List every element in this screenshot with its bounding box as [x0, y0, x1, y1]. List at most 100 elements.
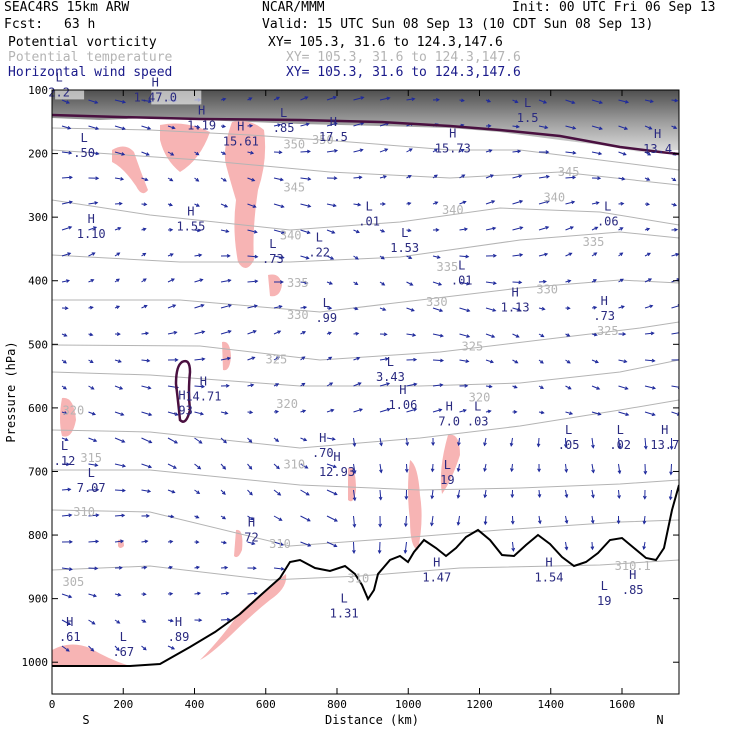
- wind-vector: [512, 359, 519, 364]
- wind-vector: [61, 645, 70, 652]
- wind-vector: [114, 201, 123, 206]
- wind-vector: [88, 513, 100, 518]
- y-tick-label: 300: [28, 211, 48, 224]
- extremum-value: .50: [73, 146, 95, 160]
- wind-vector: [644, 202, 651, 207]
- y-tick-label: 500: [28, 338, 48, 351]
- wind-vector: [247, 279, 259, 284]
- wind-vector: [141, 539, 149, 544]
- wind-vector: [644, 227, 651, 232]
- wind-vector: [194, 384, 206, 389]
- wind-vector: [485, 409, 492, 414]
- wind-vector: [88, 332, 94, 337]
- wind-vector: [247, 437, 253, 443]
- wind-vector: [353, 408, 363, 413]
- extremum-value: 1.10: [77, 227, 106, 241]
- wind-vector: [379, 357, 390, 361]
- wind-vector: [167, 304, 177, 309]
- wind-vector: [353, 281, 359, 286]
- wind-vector: [352, 463, 357, 475]
- wind-vector: [564, 515, 569, 524]
- wind-vector: [114, 332, 121, 336]
- wind-vector: [618, 227, 624, 231]
- wind-vector: [403, 515, 408, 528]
- wind-vector: [88, 593, 97, 598]
- extremum-value: .02: [609, 438, 631, 452]
- wind-vector: [326, 96, 338, 101]
- extremum-type: L: [474, 400, 481, 414]
- wind-vector: [459, 200, 467, 205]
- extremum-value: 1.53: [390, 241, 419, 255]
- wind-vector: [353, 356, 361, 361]
- wind-vector: [167, 565, 174, 570]
- wind-vector: [379, 407, 391, 413]
- isentrope-label: 335: [287, 276, 309, 290]
- wind-vector: [194, 304, 205, 309]
- wind-vector: [300, 203, 312, 208]
- wind-vector: [141, 202, 148, 207]
- wind-vector: [432, 228, 440, 232]
- extremum-value: 1.13: [501, 300, 530, 314]
- extremum-type: L: [365, 199, 372, 213]
- isentrope-label: 320: [469, 391, 491, 405]
- wind-vector: [644, 358, 656, 363]
- wind-vector: [565, 125, 577, 130]
- wind-vector: [512, 149, 522, 154]
- valid-label: Valid: 15 UTC Sun 08 Sep 13 (10 CDT Sun …: [262, 17, 654, 32]
- pv-fill-region: [52, 644, 130, 666]
- wind-vector: [616, 515, 621, 525]
- wind-vector: [194, 489, 201, 494]
- wind-vector: [591, 437, 595, 449]
- isentrope-label: 330: [287, 308, 309, 322]
- wind-vector: [220, 489, 226, 495]
- wind-vector: [457, 437, 461, 447]
- wind-vector: [432, 255, 441, 259]
- wind-vector: [194, 278, 204, 283]
- wind-vector: [379, 332, 388, 337]
- wind-vector: [459, 254, 470, 259]
- wind-vector: [194, 203, 200, 207]
- x-tick-label: 1400: [538, 698, 565, 711]
- wind-vector: [300, 356, 306, 361]
- wind-vector: [300, 409, 307, 414]
- x-tick-label: 1600: [609, 698, 636, 711]
- extremum-type: H: [237, 119, 244, 133]
- wind-vector: [167, 358, 179, 362]
- wind-vector: [167, 489, 176, 494]
- extremum-type: L: [316, 231, 323, 245]
- wind-vector: [432, 333, 444, 338]
- wind-vector: [247, 463, 253, 470]
- extremum-type: L: [61, 439, 68, 453]
- extremum-type: L: [444, 458, 451, 472]
- wind-vector: [644, 411, 656, 417]
- wind-vector: [353, 96, 365, 101]
- wind-vector: [88, 359, 94, 364]
- pv-fill-region: [224, 121, 266, 269]
- isentrope-label: 310: [269, 537, 291, 551]
- wind-vector: [432, 383, 444, 388]
- wind-vector: [669, 463, 673, 476]
- wind-vector: [406, 228, 412, 233]
- wind-vector: [194, 124, 201, 129]
- wind-vector: [591, 489, 595, 499]
- wind-vector: [485, 253, 497, 258]
- wind-vector: [300, 280, 309, 285]
- extremum-type: L: [617, 423, 624, 437]
- y-axis-label: Pressure (hPa): [4, 341, 18, 442]
- wind-vector: [430, 489, 435, 500]
- wind-vector: [273, 541, 284, 546]
- x-tick-label: 600: [256, 698, 276, 711]
- wind-vector: [379, 382, 391, 387]
- wind-vector: [618, 151, 627, 156]
- wind-vector: [671, 227, 679, 232]
- wind-vector: [326, 489, 338, 496]
- wind-vector: [644, 304, 654, 309]
- wind-vector: [538, 226, 550, 231]
- extremum-value: 1.31: [330, 607, 359, 621]
- wind-vector: [114, 437, 126, 443]
- wind-vector: [538, 515, 542, 525]
- isentrope-line: [52, 399, 679, 449]
- pv-fill-region: [440, 434, 460, 494]
- wind-vector: [114, 385, 124, 390]
- wind-vector: [512, 124, 520, 129]
